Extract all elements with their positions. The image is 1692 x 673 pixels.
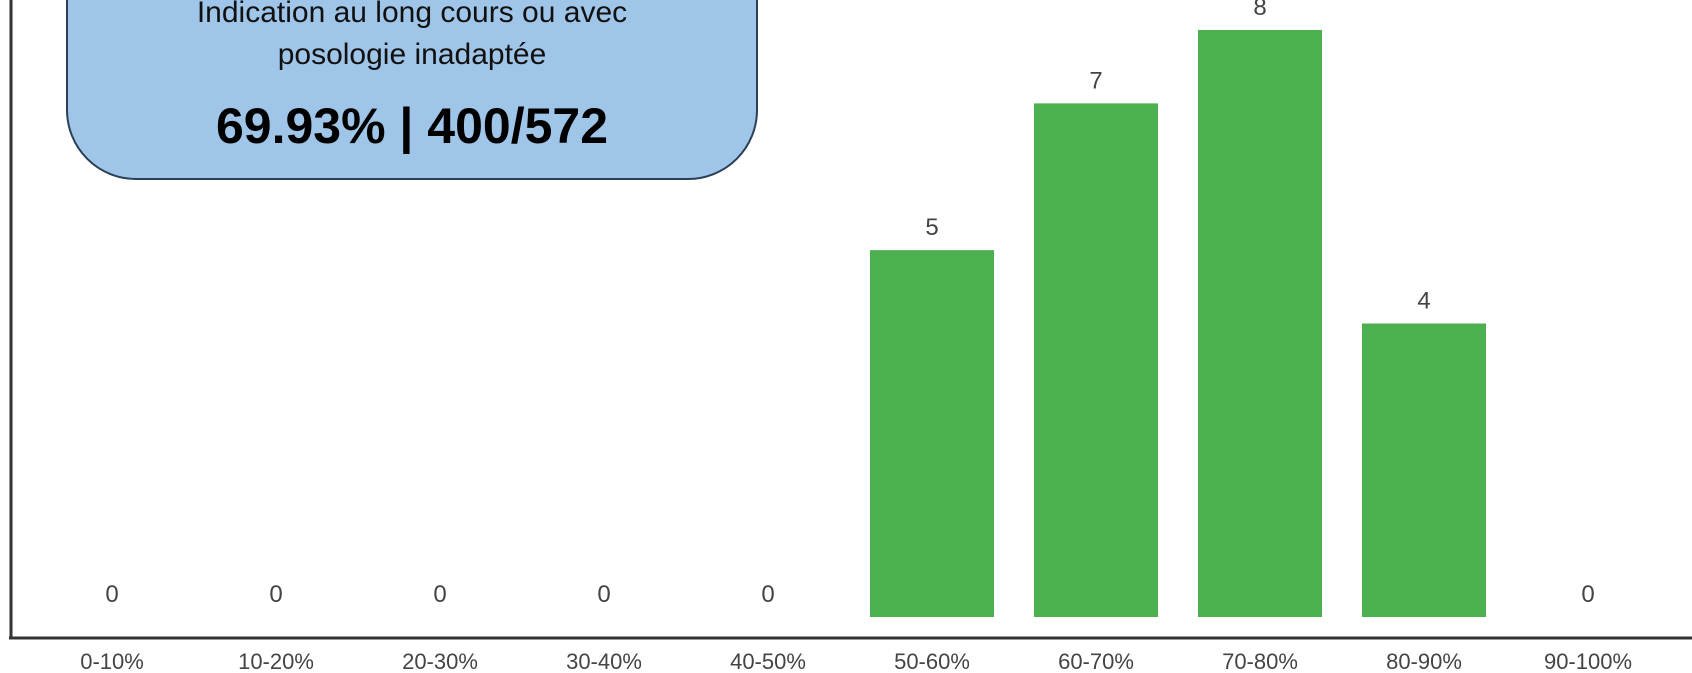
callout-line-1: Indication au long cours ou avec — [196, 0, 628, 29]
x-tick-label-30-40%: 30-40% — [566, 649, 642, 673]
bar-60-70% — [1034, 103, 1158, 617]
value-label-40-50%: 0 — [761, 581, 774, 608]
value-label-50-60%: 5 — [925, 214, 938, 241]
callout-line-2: posologie inadaptée — [277, 38, 547, 71]
value-label-30-40%: 0 — [597, 581, 610, 608]
bar-70-80% — [1198, 30, 1322, 617]
x-tick-label-10-20%: 10-20% — [238, 649, 314, 673]
value-label-80-90%: 4 — [1417, 288, 1430, 315]
value-label-0-10%: 0 — [105, 581, 118, 608]
value-labels-layer: 0 0 0 0 0 5 7 8 4 0 — [105, 0, 1594, 608]
callout-statistic: 69.93% | 400/572 — [215, 98, 609, 154]
bar-50-60% — [870, 250, 994, 617]
x-tick-label-60-70%: 60-70% — [1058, 649, 1134, 673]
x-tick-label-40-50%: 40-50% — [730, 649, 806, 673]
bars-layer — [870, 30, 1486, 617]
x-tick-label-20-30%: 20-30% — [402, 649, 478, 673]
summary-callout: Indication au long cours ou avec posolog… — [66, 0, 758, 180]
callout-description: Indication au long cours ou avec posolog… — [68, 0, 756, 76]
value-label-10-20%: 0 — [269, 581, 282, 608]
x-tick-label-80-90%: 80-90% — [1386, 649, 1462, 673]
x-tick-label-50-60%: 50-60% — [894, 649, 970, 673]
bar-80-90% — [1362, 323, 1486, 617]
x-tick-label-90-100%: 90-100% — [1544, 649, 1632, 673]
value-label-70-80%: 8 — [1253, 0, 1266, 21]
value-label-20-30%: 0 — [433, 581, 446, 608]
x-tick-label-0-10%: 0-10% — [80, 649, 144, 673]
tick-labels-layer: 0-10% 10-20% 20-30% 30-40% 40-50% 50-60% 60-70… — [80, 649, 1632, 673]
x-tick-label-70-80%: 70-80% — [1222, 649, 1298, 673]
value-label-90-100%: 0 — [1581, 581, 1594, 608]
value-label-60-70%: 7 — [1089, 67, 1102, 94]
